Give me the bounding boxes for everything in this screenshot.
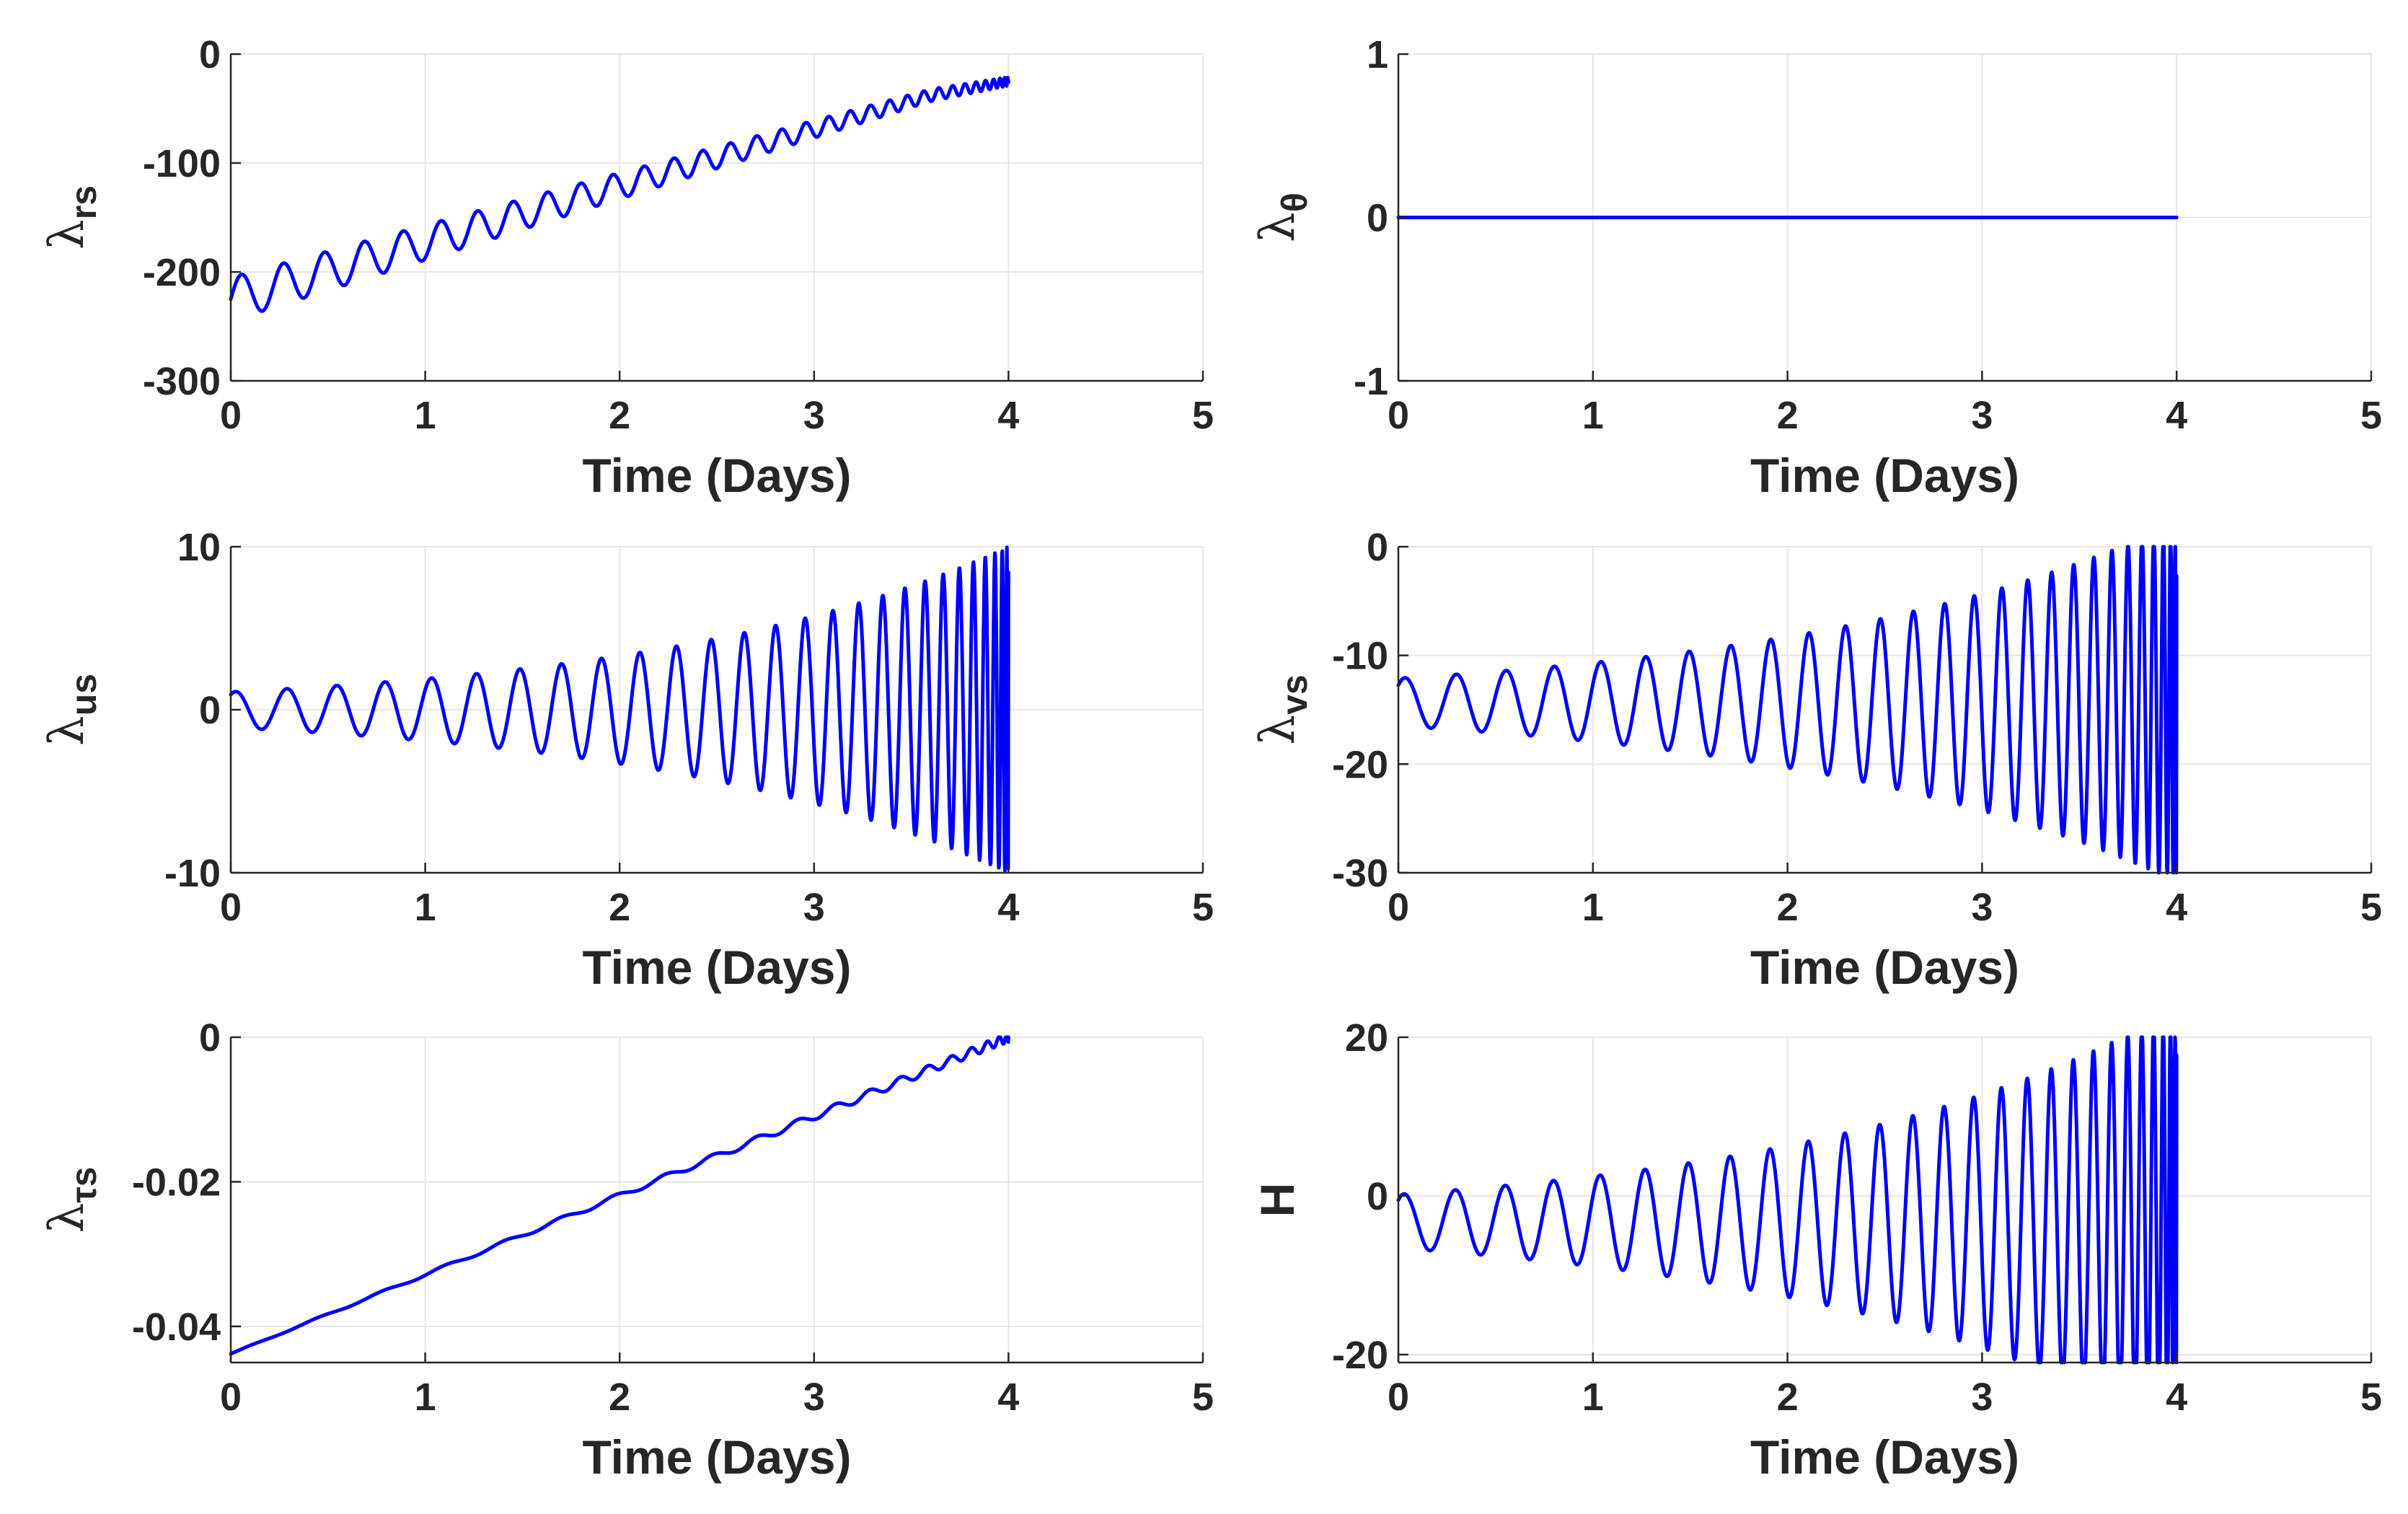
x-tick-label: 1 bbox=[1582, 394, 1604, 437]
x-tick-label: 3 bbox=[1971, 886, 1993, 929]
y-axis-subscript: τs bbox=[63, 1167, 104, 1203]
x-tick-label: 5 bbox=[2360, 1376, 2382, 1419]
x-tick-label: 0 bbox=[220, 1376, 242, 1419]
x-axis-title: Time (Days) bbox=[583, 1430, 852, 1484]
x-tick-label: 2 bbox=[609, 394, 630, 437]
x-tick-label: 0 bbox=[1388, 1376, 1409, 1419]
subplot-lambda_tau_s: 0 1 2 3 4 5 -0.04 -0.02 0 Time (Days) λτs bbox=[39, 1016, 1214, 1484]
x-axis-title: Time (Days) bbox=[1750, 449, 2019, 502]
y-axis-subscript: rs bbox=[63, 185, 104, 219]
x-axis-title: Time (Days) bbox=[1750, 941, 2019, 994]
y-axis-title: λus bbox=[39, 674, 104, 746]
x-tick-label: 3 bbox=[803, 886, 825, 929]
y-tick-label: -100 bbox=[143, 142, 221, 185]
y-axis-subscript: us bbox=[63, 674, 104, 716]
y-axis-title: λτs bbox=[39, 1167, 104, 1233]
y-tick-label: -200 bbox=[143, 251, 221, 294]
y-tick-label: -10 bbox=[1332, 635, 1388, 678]
y-axis-symbol: λ bbox=[39, 1203, 94, 1233]
x-tick-label: 0 bbox=[220, 886, 242, 929]
y-tick-label: 0 bbox=[199, 33, 221, 76]
y-tick-label: 10 bbox=[177, 526, 221, 569]
y-axis-symbol: λ bbox=[39, 219, 94, 250]
x-tick-label: 4 bbox=[2166, 394, 2187, 437]
y-tick-label: -20 bbox=[1332, 743, 1388, 786]
y-tick-label: -10 bbox=[164, 852, 221, 895]
series-line-lambda_us bbox=[229, 545, 1010, 873]
x-tick-label: 3 bbox=[803, 1376, 825, 1419]
y-tick-label: 0 bbox=[1367, 526, 1388, 569]
x-tick-label: 2 bbox=[1777, 886, 1799, 929]
x-tick-label: 3 bbox=[803, 394, 825, 437]
y-tick-label: -20 bbox=[1332, 1334, 1388, 1377]
x-tick-label: 0 bbox=[1388, 886, 1409, 929]
x-tick-label: 0 bbox=[220, 394, 242, 437]
x-tick-label: 5 bbox=[1192, 394, 1214, 437]
subplot-lambda_rs: 0 1 2 3 4 5 -300 -200 -100 0 Time (Days) λrs bbox=[39, 33, 1214, 502]
y-axis-title: λrs bbox=[39, 185, 104, 250]
x-tick-label: 5 bbox=[1192, 886, 1214, 929]
x-tick-label: 5 bbox=[2360, 394, 2382, 437]
y-tick-label: -300 bbox=[143, 360, 221, 403]
x-tick-label: 5 bbox=[2360, 886, 2382, 929]
x-tick-label: 1 bbox=[1582, 886, 1604, 929]
x-tick-label: 0 bbox=[1388, 394, 1409, 437]
series-line-lambda_vs bbox=[1396, 545, 2179, 875]
x-tick-label: 4 bbox=[997, 394, 1019, 437]
x-tick-label: 2 bbox=[609, 1376, 630, 1419]
x-tick-label: 1 bbox=[415, 886, 436, 929]
y-tick-label: -0.04 bbox=[132, 1306, 221, 1349]
y-axis-symbol: λ bbox=[39, 716, 94, 746]
x-tick-label: 1 bbox=[415, 1376, 436, 1419]
x-axis-title: Time (Days) bbox=[583, 941, 852, 994]
x-tick-label: 1 bbox=[415, 394, 436, 437]
y-axis-symbol: λ bbox=[1250, 212, 1305, 242]
y-axis-symbol: λ bbox=[1250, 715, 1305, 745]
y-tick-label: 0 bbox=[199, 1016, 221, 1060]
y-axis-title: λvs bbox=[1250, 674, 1315, 744]
y-tick-label: 20 bbox=[1345, 1016, 1388, 1060]
series-line-lambda_rs bbox=[229, 76, 1010, 313]
subplot-lambda_vs: 0 1 2 3 4 5 -30 -20 -10 0 Time (Days) λvs bbox=[1250, 526, 2382, 994]
x-axis-title: Time (Days) bbox=[1750, 1430, 2019, 1484]
series-line-lambda_tau_s bbox=[229, 1035, 1010, 1356]
x-tick-label: 2 bbox=[1777, 394, 1799, 437]
y-axis-title: H bbox=[1251, 1183, 1304, 1218]
y-axis-symbol: H bbox=[1251, 1183, 1304, 1218]
x-tick-label: 3 bbox=[1971, 1376, 1993, 1419]
x-axis-title: Time (Days) bbox=[583, 449, 852, 502]
x-tick-label: 2 bbox=[609, 886, 630, 929]
y-tick-label: -0.02 bbox=[132, 1161, 221, 1204]
y-tick-label: -30 bbox=[1332, 852, 1388, 895]
x-tick-label: 3 bbox=[1971, 394, 1993, 437]
series-line-H bbox=[1396, 1035, 2179, 1365]
y-tick-label: 0 bbox=[1367, 1175, 1388, 1218]
x-tick-label: 4 bbox=[997, 1376, 1019, 1419]
y-axis-subscript: vs bbox=[1274, 674, 1315, 715]
x-tick-label: 4 bbox=[997, 886, 1019, 929]
x-tick-label: 4 bbox=[2166, 1376, 2187, 1419]
x-tick-label: 2 bbox=[1777, 1376, 1799, 1419]
y-tick-label: -1 bbox=[1354, 360, 1388, 403]
y-axis-title: λθ bbox=[1250, 193, 1315, 242]
x-tick-label: 5 bbox=[1192, 1376, 1214, 1419]
y-tick-label: 0 bbox=[199, 689, 221, 732]
x-tick-label: 4 bbox=[2166, 886, 2187, 929]
y-axis-subscript: θ bbox=[1274, 193, 1315, 212]
y-tick-label: 0 bbox=[1367, 197, 1388, 240]
y-tick-label: 1 bbox=[1367, 33, 1388, 76]
x-tick-label: 1 bbox=[1582, 1376, 1604, 1419]
